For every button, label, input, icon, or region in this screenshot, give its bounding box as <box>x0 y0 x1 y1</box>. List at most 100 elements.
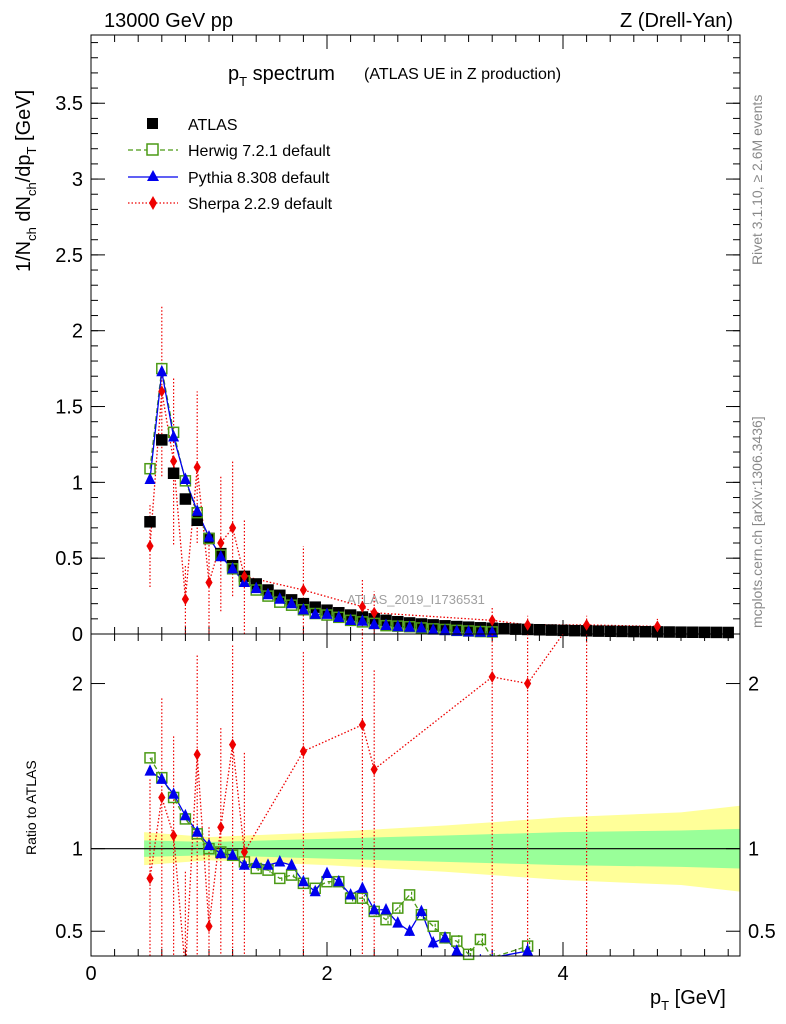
pythia-main-point <box>415 621 427 633</box>
sherpa-main-point <box>146 540 154 553</box>
pythia-ratio-point <box>345 888 357 900</box>
main-y-tick-label: 2 <box>72 321 83 343</box>
pythia-main-point <box>427 623 439 635</box>
pythia-main-point <box>404 620 416 632</box>
sherpa-main-point <box>205 576 213 589</box>
sherpa-ratio-line <box>149 634 564 956</box>
herwig-ratio-point <box>474 933 487 946</box>
atlas-main-point <box>557 624 569 637</box>
legend-marker-herwig <box>146 143 159 156</box>
ratio-panel-frame <box>90 633 741 957</box>
pythia-main-point <box>227 561 239 574</box>
pythia-ratio-point <box>286 858 298 870</box>
pythia-ratio-point <box>168 787 180 799</box>
sherpa-ratio-point <box>370 763 378 776</box>
pythia-ratio-point <box>427 935 439 948</box>
pythia-main-point <box>179 472 191 484</box>
atlas-main-point <box>533 624 546 636</box>
pythia-ratio-point <box>238 858 250 870</box>
sherpa-main-point <box>524 618 532 631</box>
sherpa-ratio-point <box>524 677 532 690</box>
ratio-y-tick-label-right: 2 <box>748 674 759 696</box>
pythia-ratio-point <box>227 848 239 860</box>
sherpa-ratio-point <box>146 872 154 885</box>
pythia-main-point <box>168 430 180 442</box>
sherpa-main-point <box>217 537 225 550</box>
x-tick-label: 4 <box>557 963 568 985</box>
sherpa-main-point <box>193 461 201 474</box>
atlas-main-point <box>167 467 180 480</box>
plot-title-note: (ATLAS UE in Z production) <box>364 66 561 83</box>
herwig-ratio-point <box>462 948 475 961</box>
pythia-ratio-point <box>250 856 262 869</box>
atlas-main-point <box>191 514 203 527</box>
pythia-ratio-point <box>144 764 156 776</box>
legend-label-sherpa: Sherpa 2.2.9 default <box>188 196 333 213</box>
herwig-ratio-point <box>356 892 369 904</box>
atlas-main-point <box>616 625 628 638</box>
main-y-tick-label: 3.5 <box>55 93 83 115</box>
legend-item-herwig: Herwig 7.2.1 default <box>128 143 331 160</box>
pythia-main-point <box>439 623 451 636</box>
pythia-main-point <box>144 472 156 484</box>
atlas-main-point <box>698 626 711 639</box>
pythia-main-point <box>215 549 227 562</box>
atlas-main-point <box>604 625 616 638</box>
ratio-y-axis-label: Ratio to ATLAS <box>23 760 39 855</box>
header-process: Z (Drell-Yan) <box>620 10 733 32</box>
atlas-main-point <box>675 626 687 638</box>
pythia-main-point <box>321 607 333 619</box>
herwig-ratio-point <box>403 889 416 901</box>
pythia-ratio-point <box>451 944 463 956</box>
legend-marker-atlas <box>147 118 158 129</box>
main-y-tick-label: 1.5 <box>55 397 83 419</box>
pythia-ratio-point <box>156 772 168 784</box>
pythia-main-point <box>309 607 321 619</box>
sherpa-main-point <box>240 570 248 583</box>
plot-title: pT spectrum <box>228 63 335 89</box>
sherpa-main-point <box>181 593 189 606</box>
atlas-main-point <box>663 626 675 638</box>
atlas-main-point <box>569 624 581 637</box>
herwig-ratio-point <box>380 913 392 926</box>
legend-label-herwig: Herwig 7.2.1 default <box>188 143 331 160</box>
sherpa-ratio-point <box>358 718 366 731</box>
sherpa-ratio-point <box>193 748 201 761</box>
legend-marker-sherpa <box>149 196 157 210</box>
atlas-main-point <box>498 622 510 635</box>
ratio-y-tick-label-right: 1 <box>748 839 759 861</box>
pythia-main-point <box>392 619 404 632</box>
pythia-main-point <box>380 618 392 630</box>
atlas-main-point <box>545 624 557 636</box>
legend-item-pythia: Pythia 8.308 default <box>128 170 330 187</box>
sherpa-ratio-point <box>158 791 166 804</box>
pythia-main-point <box>356 614 368 626</box>
ratio-y-tick-label: 0.5 <box>55 921 83 943</box>
sherpa-main-point <box>158 385 166 398</box>
legend: ATLAS Herwig 7.2.1 default Pythia 8.308 … <box>128 117 333 213</box>
legend-item-sherpa: Sherpa 2.2.9 default <box>128 196 333 213</box>
pythia-ratio-point <box>309 884 321 897</box>
atlas-main-point <box>639 625 652 638</box>
herwig-ratio-point <box>285 869 298 881</box>
x-tick-label: 0 <box>85 963 96 985</box>
sherpa-ratio-point <box>217 821 225 834</box>
legend-label-atlas: ATLAS <box>188 117 238 134</box>
pythia-ratio-point <box>415 904 427 917</box>
pythia-main-point <box>191 504 203 516</box>
top-y-axis-label: 1/Nch dNch/dpT [GeV] <box>13 90 39 272</box>
sherpa-main-point <box>370 606 378 619</box>
legend-marker-pythia <box>147 170 159 181</box>
herwig-ratio-point <box>427 920 439 933</box>
atlas-main-point <box>628 625 640 638</box>
pythia-main-point <box>333 610 345 622</box>
pythia-ratio-point <box>215 846 227 859</box>
legend-label-pythia: Pythia 8.308 default <box>188 170 330 187</box>
sherpa-main-point <box>488 614 496 627</box>
atlas-main-point <box>722 626 734 639</box>
pythia-ratio-point <box>203 838 215 850</box>
sherpa-ratio-point <box>240 845 248 858</box>
pythia-ratio-point <box>404 924 416 936</box>
pythia-main-point <box>368 617 380 630</box>
